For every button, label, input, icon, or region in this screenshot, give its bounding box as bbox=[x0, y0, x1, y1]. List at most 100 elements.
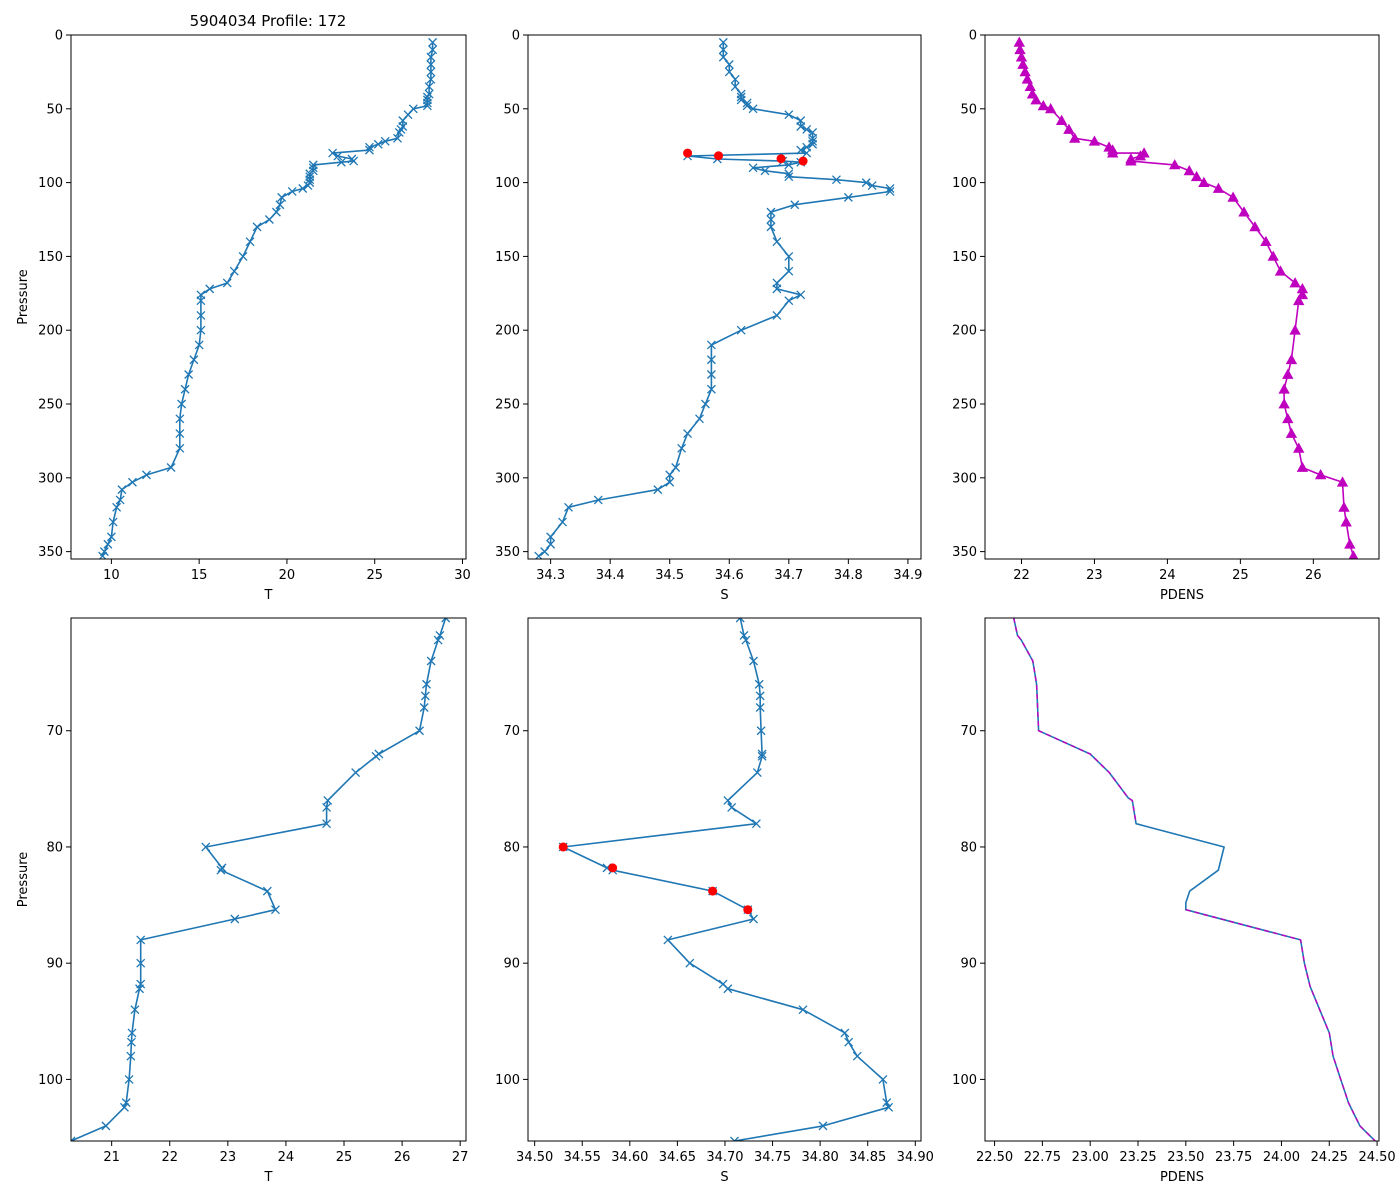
data-point-marker bbox=[1212, 182, 1225, 193]
data-point-marker bbox=[593, 495, 603, 505]
x-tick-label: 22 bbox=[161, 1150, 178, 1165]
data-point-marker bbox=[441, 618, 451, 623]
data-point-marker bbox=[760, 166, 770, 176]
flagged-point bbox=[683, 148, 693, 158]
data-point-marker bbox=[1026, 88, 1039, 99]
x-axis-label: S bbox=[720, 588, 728, 603]
y-tick-label: 50 bbox=[46, 102, 63, 117]
data-point-marker bbox=[262, 886, 272, 896]
axes-frame bbox=[527, 34, 922, 560]
x-tick-label: 34.70 bbox=[706, 1150, 743, 1165]
y-tick-label: 0 bbox=[969, 29, 977, 44]
data-point-marker bbox=[1282, 368, 1294, 379]
y-tick-label: 250 bbox=[495, 398, 520, 413]
x-tick-label: 34.80 bbox=[802, 1150, 839, 1165]
x-tick-label: 21 bbox=[103, 1150, 120, 1165]
data-point-marker bbox=[336, 157, 346, 167]
data-point-marker bbox=[677, 443, 687, 453]
data-point-marker bbox=[1249, 221, 1261, 232]
x-axis-label: S bbox=[720, 1170, 728, 1185]
x-tick-label: 24.25 bbox=[1311, 1150, 1348, 1165]
data-point-marker bbox=[843, 192, 853, 202]
data-point-marker bbox=[201, 842, 211, 852]
x-tick-label: 10 bbox=[103, 568, 120, 583]
y-tick-label: 80 bbox=[503, 840, 520, 855]
y-tick-label: 300 bbox=[495, 471, 520, 486]
x-tick-label: 25 bbox=[336, 1150, 353, 1165]
data-point-marker bbox=[1296, 461, 1309, 472]
flagged-point bbox=[743, 905, 753, 915]
data-point-marker bbox=[217, 863, 227, 873]
data-point-marker bbox=[103, 539, 113, 549]
data-point-marker bbox=[564, 502, 573, 512]
data-point-marker bbox=[718, 52, 728, 62]
data-point-marker bbox=[108, 517, 118, 527]
data-point-marker bbox=[730, 82, 740, 92]
data-point-marker bbox=[885, 184, 895, 193]
plot-area bbox=[1012, 618, 1376, 1141]
data-point-marker bbox=[840, 1028, 850, 1038]
data-point-marker bbox=[1198, 176, 1210, 188]
data-point-marker bbox=[741, 635, 751, 645]
data-point-marker bbox=[177, 399, 187, 409]
data-point-marker bbox=[802, 125, 812, 134]
data-point-marker bbox=[724, 67, 734, 77]
data-point-marker bbox=[882, 1098, 892, 1108]
y-tick-label: 90 bbox=[960, 957, 977, 972]
flagged-point bbox=[798, 156, 808, 166]
x-tick-label: 23.00 bbox=[1072, 1150, 1109, 1165]
data-point-marker bbox=[1125, 155, 1137, 166]
data-point-marker bbox=[328, 148, 338, 158]
data-point-marker bbox=[1285, 353, 1298, 365]
x-tick-label: 30 bbox=[454, 568, 471, 583]
data-point-marker bbox=[415, 726, 424, 736]
data-point-marker bbox=[1314, 469, 1327, 480]
data-point-marker bbox=[175, 414, 185, 424]
data-point-marker bbox=[663, 935, 673, 945]
flagged-point bbox=[558, 842, 568, 852]
data-point-marker bbox=[755, 703, 765, 712]
data-point-marker bbox=[426, 52, 436, 62]
data-point-marker bbox=[380, 136, 390, 146]
data-point-marker bbox=[766, 222, 776, 232]
data-point-marker bbox=[117, 485, 127, 495]
data-point-marker bbox=[142, 470, 151, 480]
data-point-marker bbox=[426, 74, 436, 84]
data-point-marker bbox=[424, 82, 434, 92]
x-tick-label: 34.4 bbox=[596, 568, 625, 583]
data-point-marker bbox=[748, 104, 758, 114]
data-point-marker bbox=[784, 266, 794, 276]
x-tick-label: 22.50 bbox=[976, 1150, 1013, 1165]
y-tick-label: 100 bbox=[38, 1073, 63, 1088]
data-point-marker bbox=[1021, 73, 1033, 84]
data-point-marker bbox=[1044, 102, 1057, 114]
data-point-marker bbox=[426, 60, 436, 69]
y-tick-label: 70 bbox=[503, 724, 520, 739]
data-point-marker bbox=[1348, 550, 1359, 559]
x-tick-label: 23.50 bbox=[1167, 1150, 1204, 1165]
data-point-marker bbox=[706, 384, 716, 394]
x-axis-label: PDENS bbox=[1160, 588, 1204, 603]
data-point-marker bbox=[229, 266, 239, 276]
data-point-marker bbox=[124, 1074, 134, 1084]
data-point-marker bbox=[1190, 170, 1203, 182]
data-point-marker bbox=[730, 74, 740, 84]
x-tick-label: 23.75 bbox=[1215, 1150, 1252, 1165]
data-point-marker bbox=[1293, 442, 1305, 453]
data-point-marker bbox=[727, 802, 737, 812]
data-point-marker bbox=[796, 122, 806, 131]
data-point-marker bbox=[189, 355, 199, 365]
y-tick-label: 150 bbox=[952, 250, 977, 265]
series-line-pdens-dashed-lower bbox=[1185, 909, 1376, 1141]
data-point-marker bbox=[784, 110, 794, 120]
data-point-marker bbox=[724, 60, 734, 69]
data-point-marker bbox=[422, 98, 432, 108]
x-tick-label: 34.5 bbox=[655, 568, 684, 583]
flagged-point bbox=[714, 151, 724, 161]
data-point-marker bbox=[735, 618, 745, 623]
y-tick-label: 70 bbox=[960, 724, 977, 739]
data-point-marker bbox=[752, 768, 762, 778]
data-point-marker bbox=[419, 703, 429, 712]
data-point-marker bbox=[1037, 100, 1050, 111]
